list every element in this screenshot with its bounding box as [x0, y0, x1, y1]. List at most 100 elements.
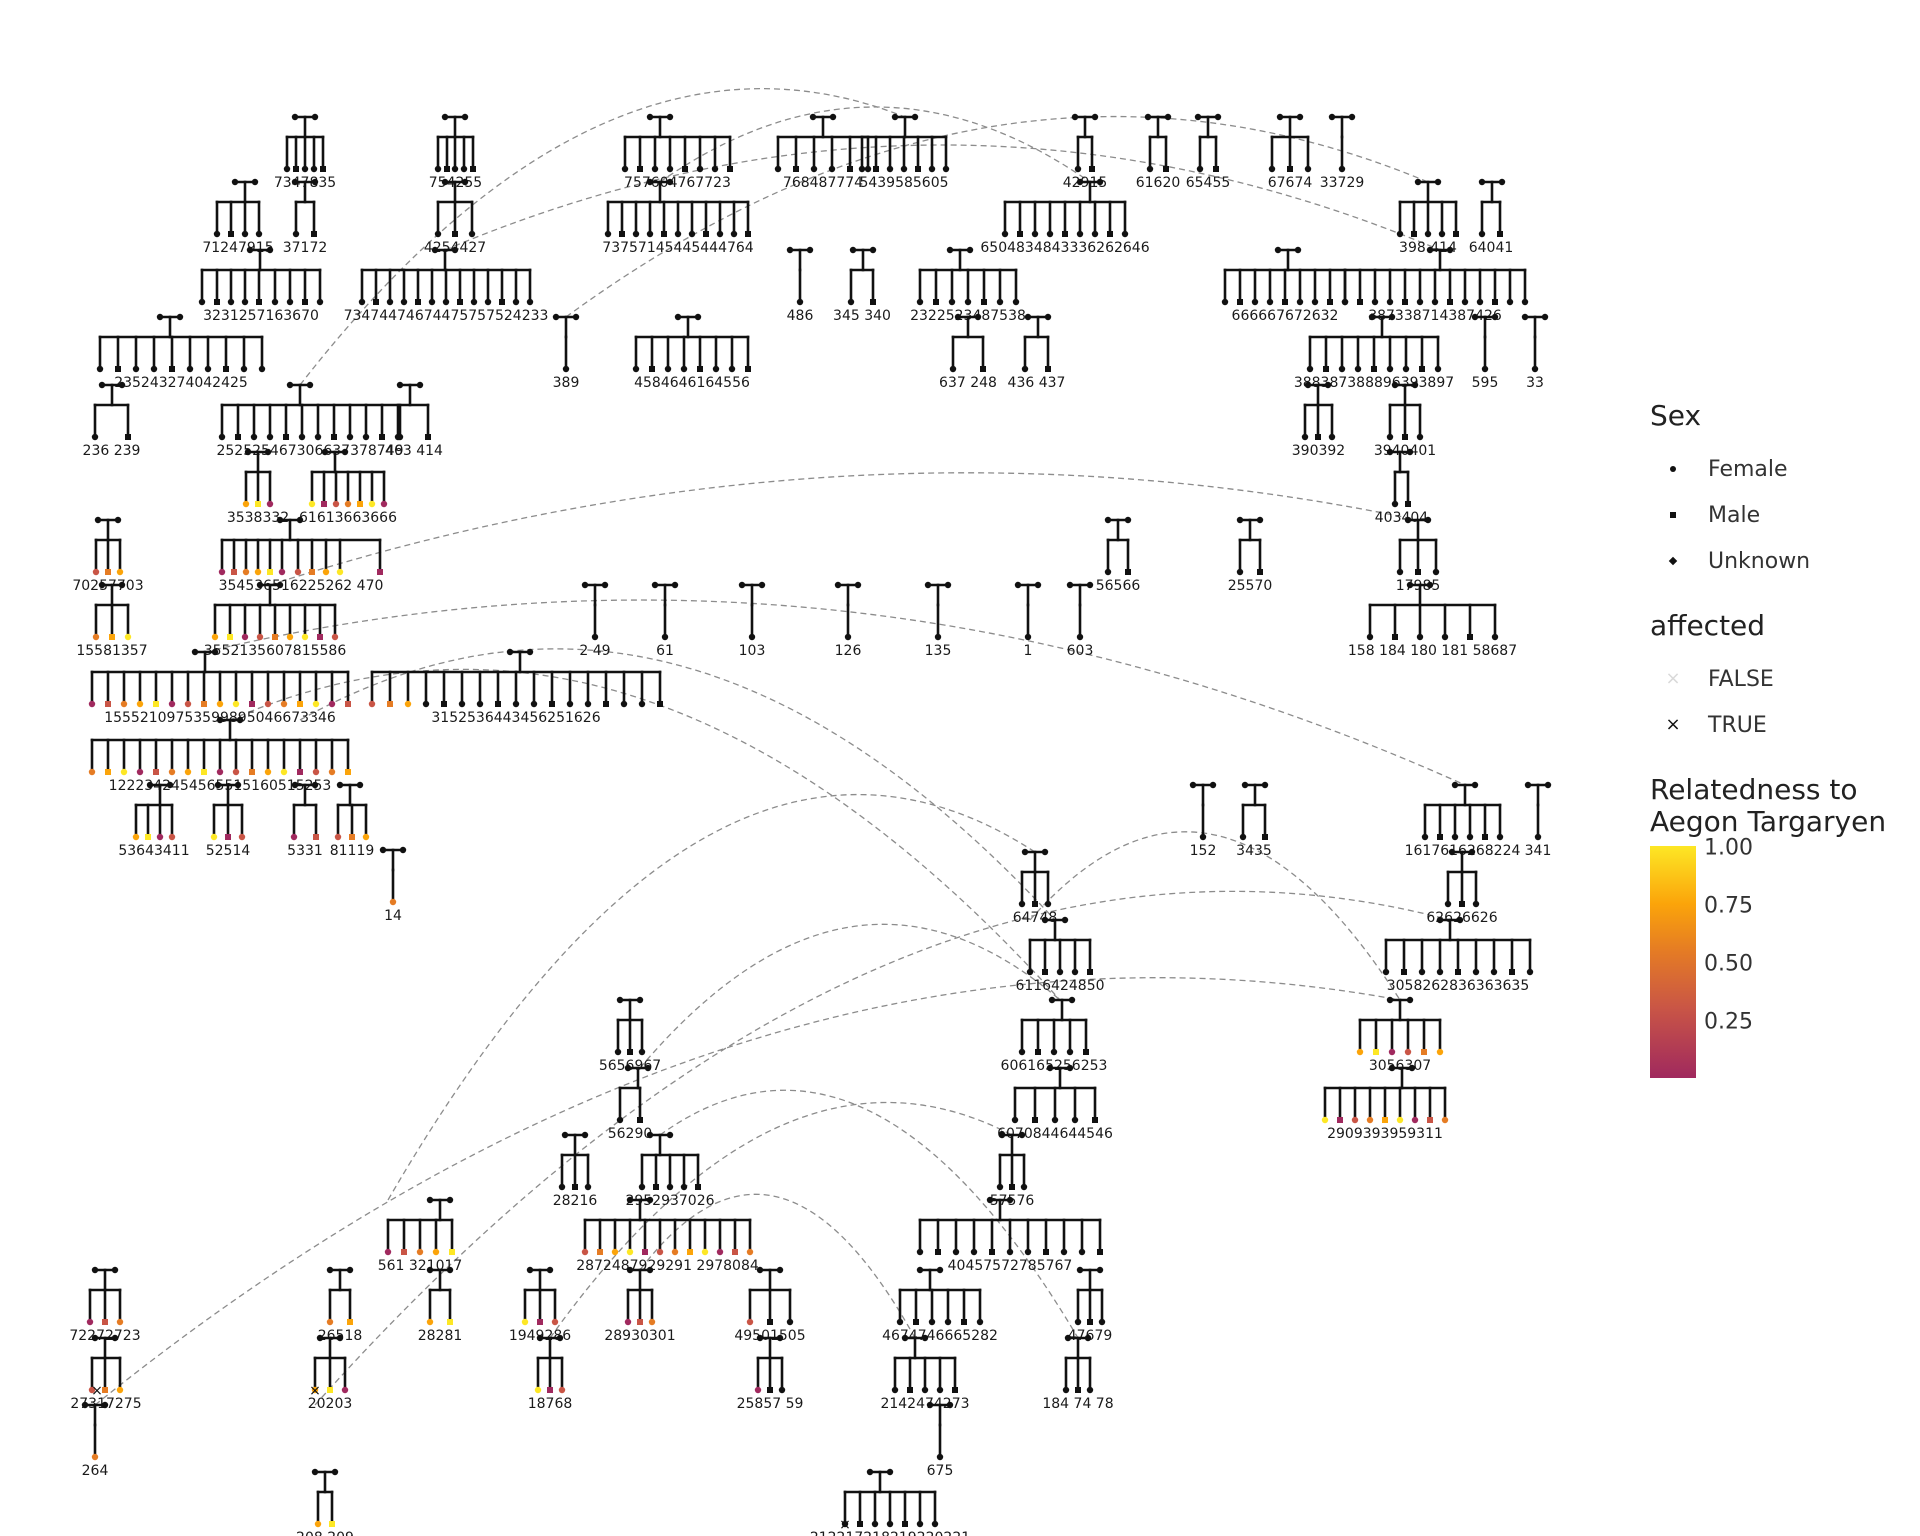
family-n20: 2322523487538	[910, 246, 1026, 324]
parent-node	[331, 1468, 339, 1476]
family-n29: 64041	[1469, 178, 1513, 256]
individual-node	[310, 165, 318, 173]
family-n44: 3552135607815586	[204, 581, 346, 659]
individual-node	[314, 1520, 322, 1528]
individual-node	[657, 701, 663, 707]
individual-node	[767, 1387, 773, 1393]
parent-node	[1021, 848, 1029, 856]
legend-label-false: FALSE	[1708, 666, 1774, 692]
individual-node	[1301, 433, 1309, 441]
node-label: 345 340	[833, 308, 891, 324]
parent-node	[954, 313, 962, 321]
individual-node	[344, 500, 352, 508]
individual-node	[730, 230, 738, 238]
individual-node	[682, 166, 688, 172]
parent-node	[1041, 916, 1049, 924]
individual-node	[1371, 298, 1379, 306]
male-symbol-icon	[1670, 512, 1676, 518]
individual-node	[484, 298, 492, 306]
individual-node	[996, 1183, 1004, 1191]
individual-node	[778, 1386, 786, 1394]
individual-node	[964, 298, 972, 306]
individual-node	[933, 299, 939, 305]
individual-node	[989, 1249, 995, 1255]
individual-node	[298, 433, 306, 441]
individual-node	[1455, 969, 1461, 975]
affected-cross-icon: ×	[91, 1383, 103, 1399]
individual-node	[653, 1184, 659, 1190]
individual-node	[980, 366, 986, 372]
individual-node	[1392, 634, 1398, 640]
parent-node	[1411, 381, 1419, 389]
individual-node	[1020, 1183, 1028, 1191]
individual-node	[225, 834, 231, 840]
parent-node	[1076, 178, 1084, 186]
family-n64: 152	[1190, 781, 1217, 859]
parent-node	[118, 381, 126, 389]
family-n49: 135	[925, 581, 951, 659]
individual-node	[1436, 968, 1444, 976]
node-label: 103	[739, 643, 766, 659]
individual-node	[1035, 1049, 1041, 1055]
legend-relatedness-title-line1: Relatedness to	[1650, 773, 1858, 806]
individual-node	[584, 1183, 592, 1191]
family-n99: 208 209	[296, 1468, 354, 1536]
individual-node	[727, 166, 733, 172]
individual-node	[1386, 298, 1394, 306]
node-label: 2952937026	[625, 1193, 714, 1209]
individual-node	[530, 700, 538, 708]
individual-node	[145, 834, 151, 840]
parent-node	[1096, 1266, 1104, 1274]
node-label: 64748	[1013, 910, 1058, 926]
individual-node	[458, 700, 466, 708]
individual-node	[558, 1386, 566, 1394]
individual-node	[1396, 568, 1404, 576]
individual-node	[1031, 230, 1039, 238]
family-n98: 184 74 78	[1042, 1334, 1114, 1412]
parent-node	[1018, 1131, 1026, 1139]
individual-node	[1534, 833, 1542, 841]
individual-node	[201, 769, 207, 775]
parent-node	[1071, 113, 1079, 121]
individual-node	[638, 1048, 646, 1056]
parent-node	[1144, 113, 1152, 121]
node-label: 71247915	[202, 240, 273, 256]
family-n92: 27317275	[70, 1334, 142, 1412]
parent-node	[854, 581, 862, 589]
node-label: 389	[553, 375, 580, 391]
individual-node	[1296, 298, 1304, 306]
node-label: 53643411	[118, 843, 189, 859]
node-label: 152	[1190, 843, 1217, 859]
individual-node	[970, 1248, 978, 1256]
node-label: 666667672632	[1232, 308, 1339, 324]
node-label: 67674	[1268, 175, 1313, 191]
individual-node	[125, 434, 131, 440]
individual-node	[1424, 230, 1432, 238]
parent-node	[156, 313, 164, 321]
individual-node	[384, 1248, 392, 1256]
parent-node	[266, 246, 274, 254]
family-n24: 61620	[1136, 113, 1180, 191]
individual-node	[91, 1453, 99, 1461]
family-n77: 6070844644546	[997, 1064, 1113, 1142]
parent-node	[211, 648, 219, 656]
individual-node	[336, 568, 344, 576]
individual-node	[241, 633, 249, 641]
node-label: 40457572785767	[948, 1258, 1073, 1274]
individual-node	[1021, 365, 1029, 373]
node-label: 486	[787, 308, 814, 324]
individual-node	[1076, 633, 1084, 641]
individual-node	[1491, 633, 1499, 641]
loop-connector-line	[444, 144, 1441, 251]
parent-node	[624, 1064, 632, 1072]
individual-node	[745, 231, 751, 237]
individual-node	[341, 1386, 349, 1394]
individual-node	[345, 769, 351, 775]
individual-node	[290, 833, 298, 841]
individual-node	[604, 230, 612, 238]
family-n65: 3435	[1236, 781, 1272, 859]
node-label: 1	[1024, 643, 1033, 659]
individual-node	[297, 769, 303, 775]
individual-node	[1509, 969, 1515, 975]
individual-node	[931, 1520, 939, 1528]
